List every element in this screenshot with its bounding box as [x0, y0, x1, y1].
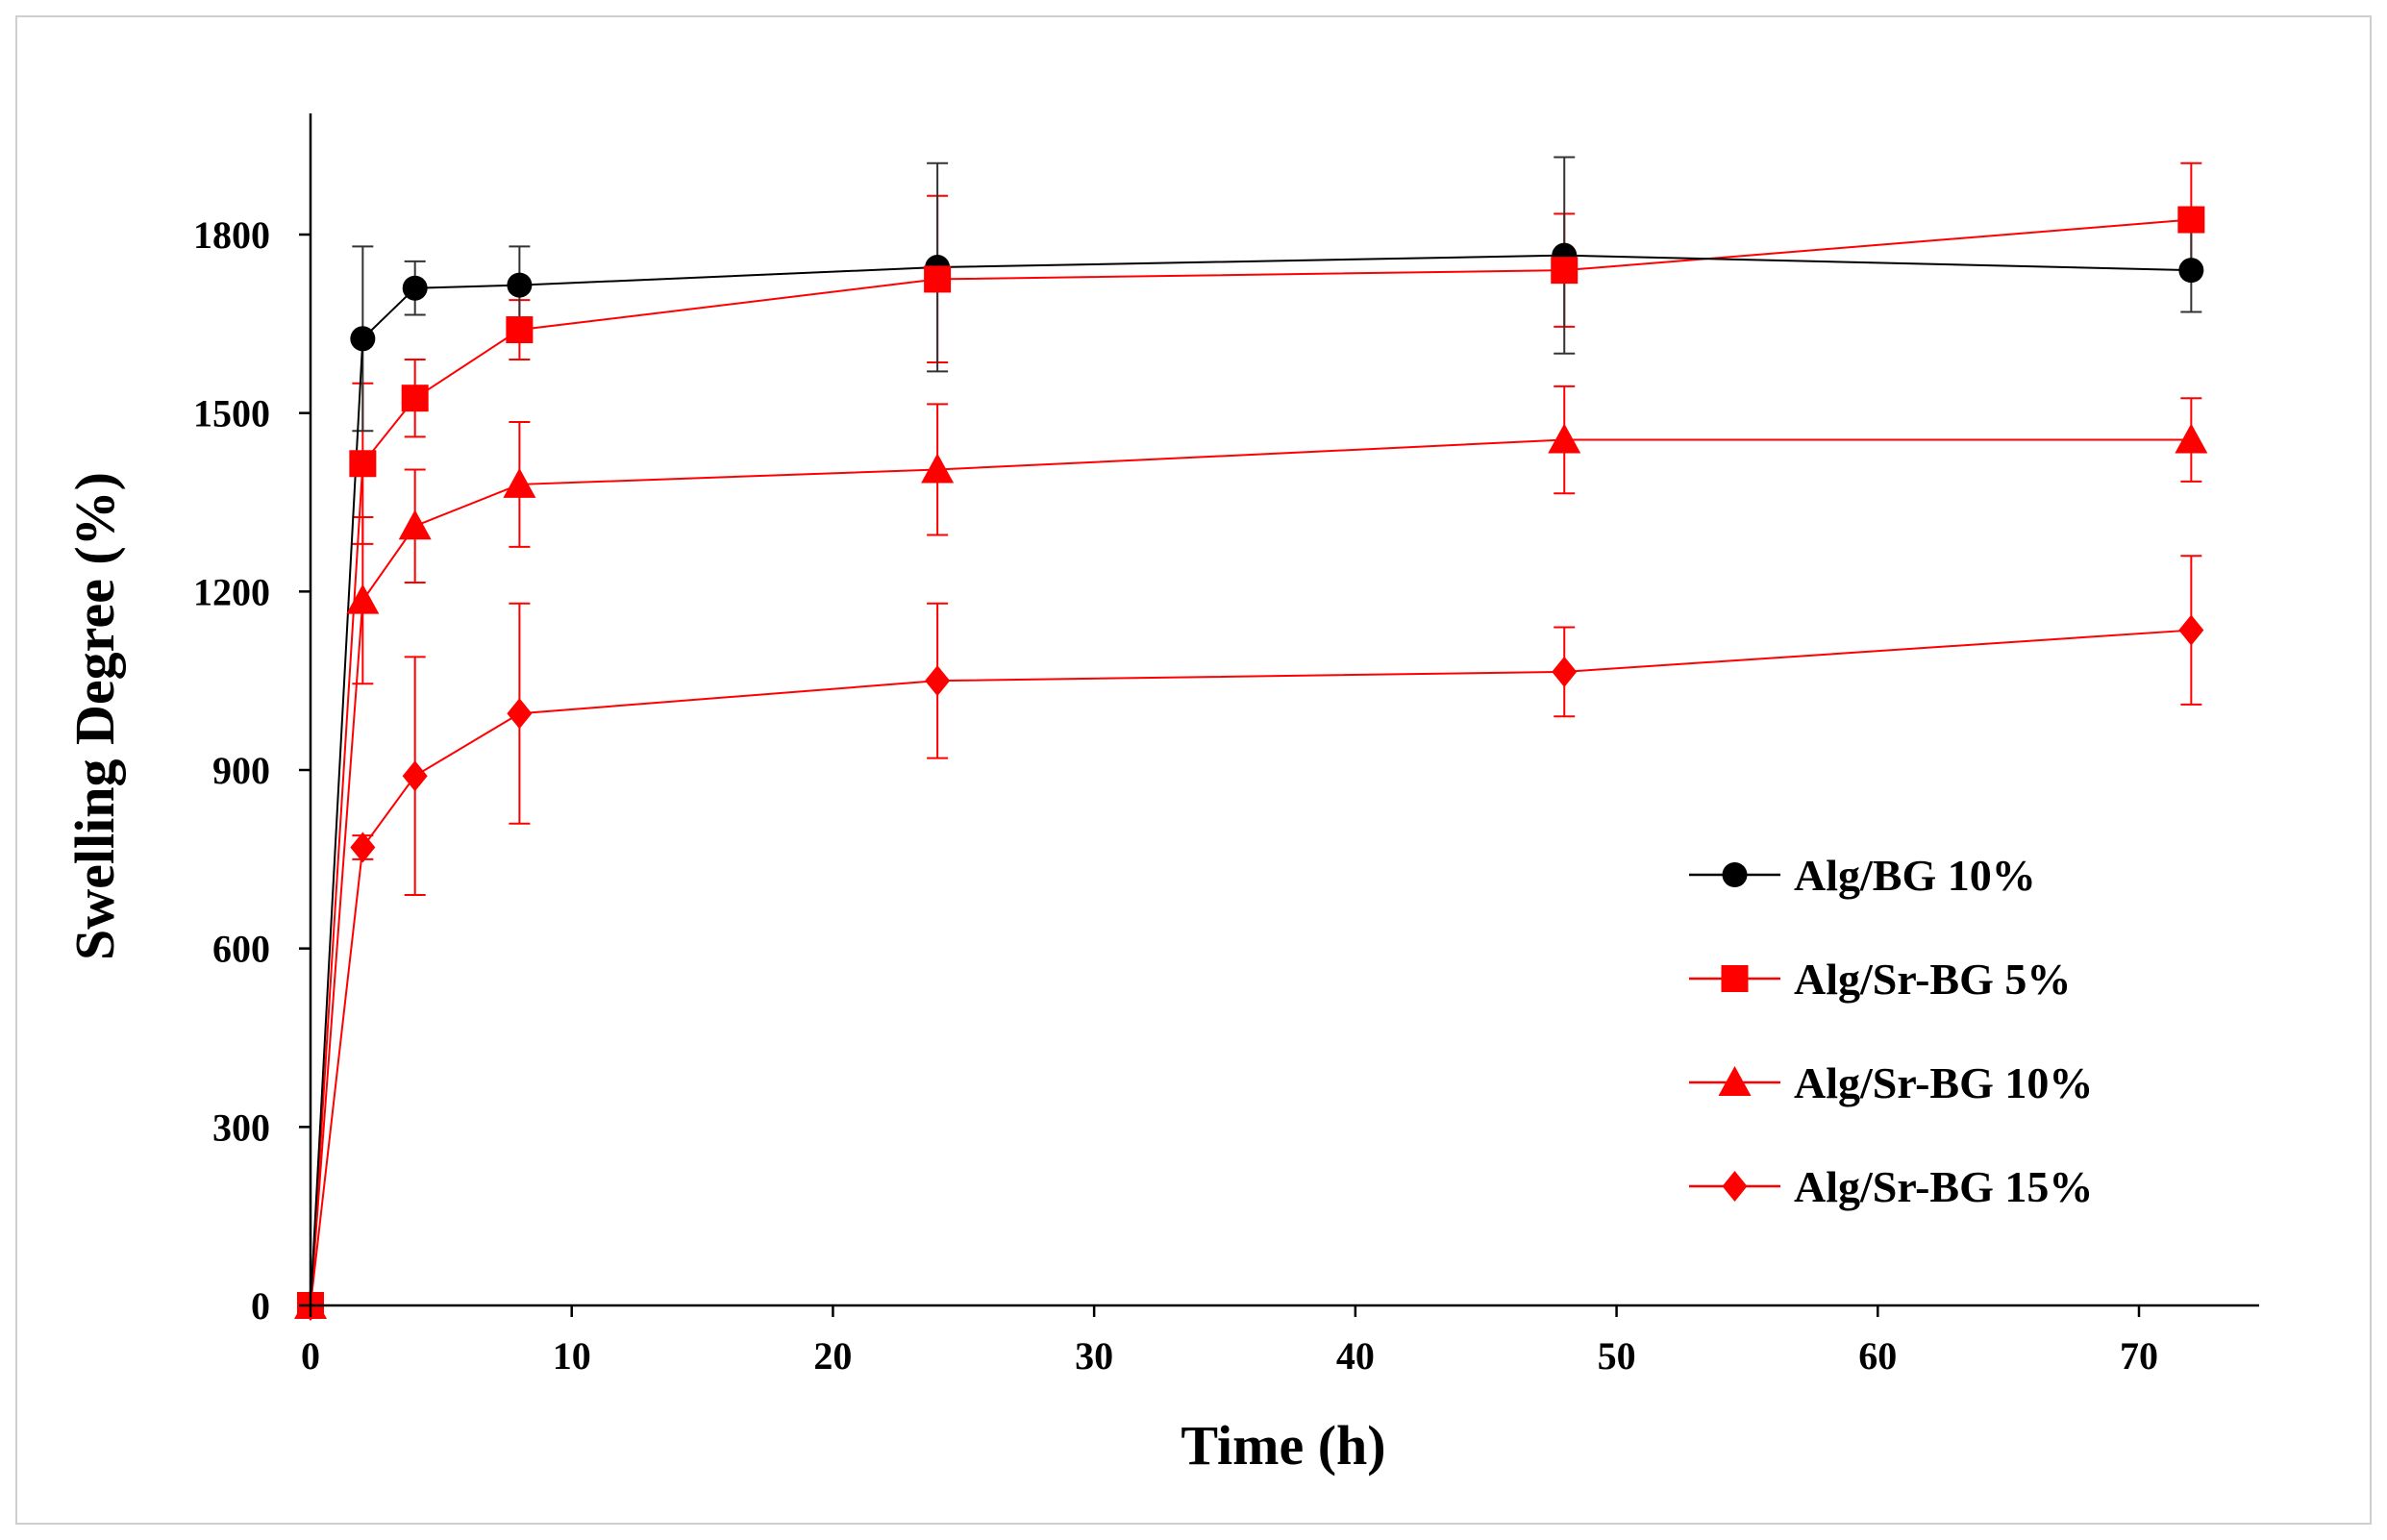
data-point — [1548, 423, 1581, 454]
data-point — [924, 265, 952, 293]
series-line-0 — [310, 254, 2192, 1306]
data-point — [2178, 614, 2204, 646]
tick-labels: 0 10 20 30 40 50 60 70 0 300 600 900 1200 1500 1800 — [193, 213, 2158, 1378]
data-point — [402, 275, 428, 301]
y-tick-label: 0 — [251, 1284, 270, 1328]
y-tick-label: 900 — [212, 749, 270, 792]
x-tick-label: 30 — [1075, 1334, 1113, 1378]
y-axis-title: Swelling Degree (%) — [63, 472, 126, 960]
y-tick-label: 1500 — [193, 392, 270, 435]
data-point — [1551, 257, 1579, 285]
data-point — [350, 326, 376, 352]
x-tick-label: 40 — [1336, 1334, 1375, 1378]
legend-marker — [1721, 965, 1749, 992]
data-point — [2178, 258, 2204, 284]
legend-marker — [1722, 862, 1748, 887]
x-axis-title: Time (h) — [1181, 1414, 1385, 1477]
x-tick-label: 70 — [2120, 1334, 2158, 1378]
y-tick-label: 300 — [212, 1105, 270, 1149]
data-point — [925, 665, 951, 697]
legend-label: Alg/Sr-BG 10% — [1794, 1058, 2093, 1107]
data-point — [506, 316, 534, 344]
legend: Alg/BG 10% Alg/Sr-BG 5% Alg/Sr-BG 10% Alg/S… — [1689, 851, 2093, 1211]
x-tick-label: 60 — [1858, 1334, 1897, 1378]
x-tick-label: 50 — [1598, 1334, 1636, 1378]
legend-marker — [1722, 1171, 1748, 1202]
data-point — [507, 698, 533, 730]
x-tick-label: 0 — [301, 1334, 320, 1378]
x-tick-label: 10 — [553, 1334, 591, 1378]
legend-label: Alg/Sr-BG 15% — [1794, 1162, 2093, 1211]
data-point — [401, 385, 429, 412]
data-point — [398, 509, 432, 540]
series-line-1 — [310, 218, 2192, 1306]
data-point — [402, 760, 428, 792]
data-point — [921, 453, 955, 484]
data-point — [346, 584, 380, 614]
series-markers — [294, 206, 2208, 1321]
error-bars — [352, 156, 2202, 896]
legend-marker — [1718, 1066, 1752, 1096]
data-point — [503, 467, 536, 498]
axes — [299, 113, 2259, 1317]
data-point — [1552, 656, 1578, 687]
y-tick-label: 1200 — [193, 570, 270, 613]
data-point — [349, 450, 377, 478]
legend-label: Alg/BG 10% — [1794, 851, 2036, 900]
legend-label: Alg/Sr-BG 5% — [1794, 955, 2071, 1004]
data-point — [350, 832, 376, 863]
data-point — [2177, 206, 2205, 234]
y-tick-label: 1800 — [193, 213, 270, 257]
series-lines — [310, 218, 2192, 1306]
data-point — [507, 272, 533, 298]
y-tick-label: 600 — [212, 928, 270, 971]
data-point — [2175, 423, 2208, 454]
x-tick-label: 20 — [813, 1334, 852, 1378]
